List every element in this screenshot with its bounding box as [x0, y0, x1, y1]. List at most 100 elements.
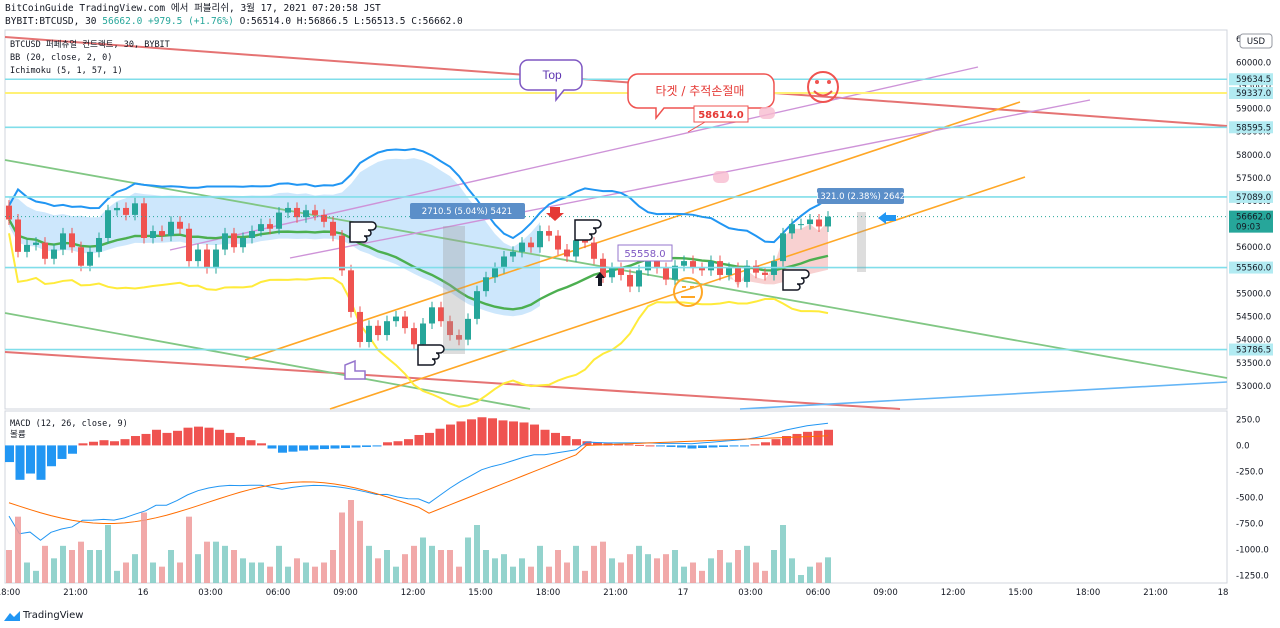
macd-histogram-bar: [698, 445, 707, 449]
candle-body: [42, 242, 48, 259]
candle-body: [699, 268, 705, 271]
tradingview-logo[interactable]: TradingView: [4, 610, 83, 621]
volume-bar: [762, 570, 768, 583]
candle-body: [735, 268, 741, 282]
time-tick-label: 12:00: [941, 588, 966, 598]
candle-body: [447, 321, 453, 336]
candle: [105, 204, 111, 244]
macd-histogram-bar: [246, 440, 256, 446]
price-marker-box: [1229, 121, 1273, 134]
mid-price-label[interactable]: 55558.0: [617, 244, 673, 262]
candle-body: [357, 311, 363, 342]
volume-bar: [681, 566, 687, 583]
macd-histogram-bar: [488, 418, 497, 446]
candle-body: [231, 233, 237, 248]
macd-histogram-bar: [236, 437, 245, 446]
volume-bar: [393, 566, 399, 583]
macd-histogram-bar: [309, 445, 319, 450]
price-tick-label: 53000.0: [1236, 382, 1271, 392]
candle-body: [6, 205, 12, 220]
candle-body: [591, 242, 597, 259]
candle: [591, 237, 597, 265]
price-marker-box: [1229, 343, 1273, 356]
top-bubble[interactable]: Top: [519, 59, 583, 103]
candle: [384, 315, 390, 341]
trend-line: [169, 66, 979, 251]
candle-body: [429, 307, 435, 324]
candle-body: [510, 251, 516, 257]
neutral-face-icon: [673, 277, 703, 307]
open-value: O:56514.0: [239, 16, 292, 27]
macd-histogram-bar: [792, 433, 802, 446]
macd-histogram-bar: [530, 424, 539, 446]
trend-line: [329, 176, 1026, 410]
macd-histogram-bar: [141, 433, 151, 446]
candle: [303, 204, 309, 223]
candle: [195, 243, 201, 267]
volume-bar: [213, 541, 219, 583]
volume-bar: [735, 550, 741, 583]
target-price-label[interactable]: 58614.0: [687, 105, 749, 133]
macd-histogram-bar: [645, 445, 655, 447]
price-marker-box: [1229, 210, 1273, 233]
candle-body: [654, 258, 660, 269]
price-tick-label: 54000.0: [1236, 336, 1271, 346]
volume-bar: [384, 550, 390, 583]
volume-bar: [645, 554, 651, 583]
legend-ichimoku: Ichimoku (5, 1, 57, 1): [10, 66, 123, 76]
price-marker-box: [1229, 73, 1273, 86]
price-tick-label: 59000.0: [1236, 105, 1271, 115]
macd-tick-label: 250.0: [1236, 415, 1260, 425]
volume-bar: [177, 562, 183, 583]
candle-body: [519, 242, 525, 252]
volume-bar: [429, 545, 435, 583]
macd-histogram-bar: [803, 431, 812, 446]
volume-bar: [591, 545, 597, 583]
candle: [33, 237, 39, 251]
volume-bar: [420, 537, 426, 583]
volume-bar: [294, 558, 300, 583]
candle: [186, 223, 192, 267]
price-marker-label: 59634.5: [1236, 75, 1271, 85]
volume-bar: [330, 550, 336, 583]
left-arrow-icon: [878, 212, 896, 224]
volume-bar: [105, 525, 111, 583]
candle-body: [582, 240, 588, 243]
candle-body: [609, 268, 615, 278]
legend-macd: MACD (12, 26, close, 9): [10, 419, 128, 429]
volume-bar: [141, 512, 147, 583]
volume-bar: [60, 545, 66, 583]
macd-histogram-bar: [593, 442, 602, 446]
macd-histogram-bar: [498, 420, 508, 446]
candle: [240, 232, 246, 253]
purple-hand-icon: [344, 359, 366, 380]
price-tick-label: 55000.0: [1236, 289, 1271, 299]
candle: [672, 260, 678, 286]
volume-bar: [303, 562, 309, 583]
macd-histogram-bar: [687, 445, 697, 449]
range-box-left[interactable]: 2710.5 (5.04%) 5421: [410, 203, 525, 354]
volume-bar: [276, 545, 282, 583]
volume-bar: [411, 545, 417, 583]
currency-badge-label: USD: [1247, 37, 1266, 47]
macd-histogram-bar: [320, 445, 329, 450]
macd-histogram-bar: [771, 439, 781, 446]
trend-line: [244, 101, 1021, 361]
volume-bar: [807, 566, 813, 583]
price-tick-label: 54500.0: [1236, 313, 1271, 323]
volume-bar: [258, 562, 264, 583]
candle: [708, 255, 714, 276]
range-left-label: 2710.5 (5.04%) 5421: [422, 207, 512, 217]
range-box-right[interactable]: 1321.0 (2.38%) 2642: [815, 188, 905, 272]
candle-body: [285, 207, 291, 213]
volume-bar: [78, 541, 84, 583]
legend-main: BTCUSD 퍼페츄얼 컨트랙트, 30, BYBIT: [10, 39, 170, 50]
macd-histogram-bar: [677, 445, 686, 448]
macd-histogram-bar: [341, 445, 350, 449]
macd-histogram-bar: [99, 440, 109, 446]
close-value: C:56662.0: [411, 16, 463, 27]
candle: [492, 262, 498, 283]
macd-histogram-bar: [78, 443, 88, 446]
candle: [150, 225, 156, 244]
